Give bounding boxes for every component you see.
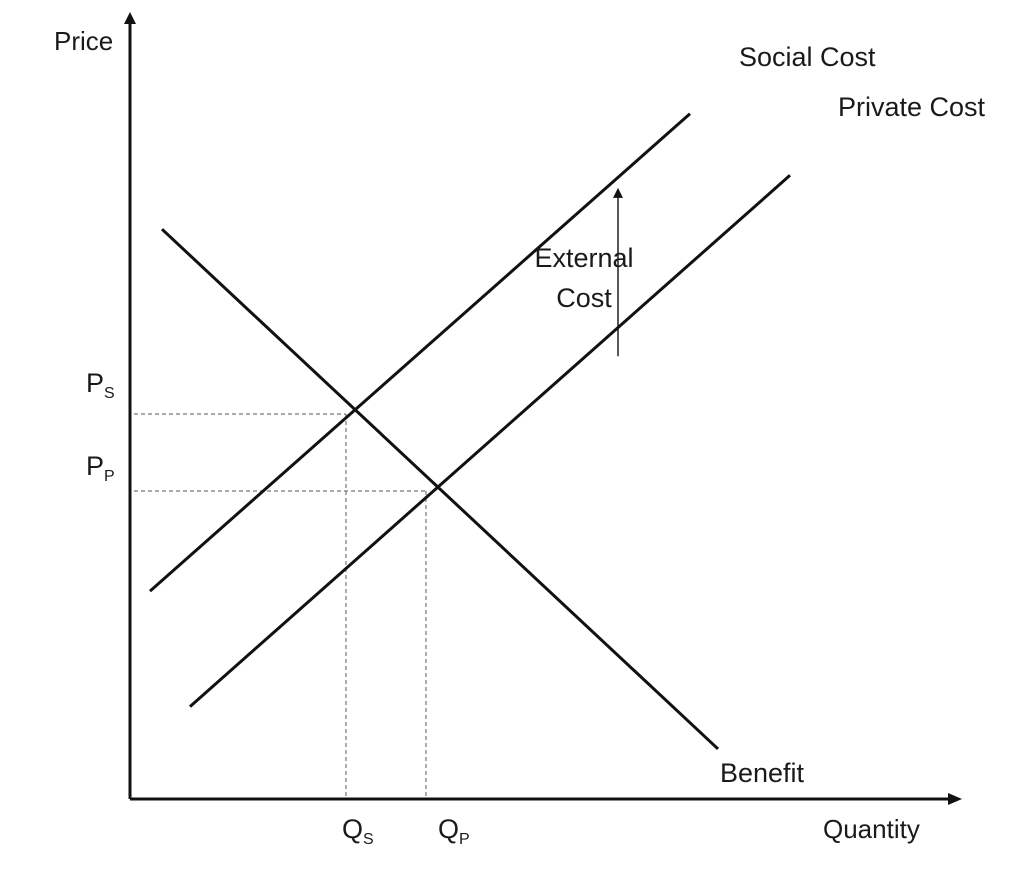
curves — [149, 112, 791, 751]
private-cost-curve — [189, 174, 791, 708]
benefit-label: Benefit — [720, 758, 805, 788]
quantity-tick-social: QS — [342, 814, 374, 848]
benefit-curve — [160, 228, 720, 751]
guide-lines — [134, 413, 427, 797]
social-cost-label: Social Cost — [739, 42, 876, 72]
x-axis-arrow — [948, 793, 962, 805]
price-tick-social: PS — [86, 368, 115, 402]
external-cost-label-line1: External — [534, 243, 633, 273]
private-cost-label: Private Cost — [838, 92, 986, 122]
y-axis-label: Price — [54, 26, 113, 56]
y-axis-arrow — [124, 12, 136, 24]
social-cost-curve — [149, 112, 691, 593]
price-tick-private: PP — [86, 451, 115, 485]
quantity-tick-private: QP — [438, 814, 470, 848]
external-cost-label-line2: Cost — [556, 283, 612, 313]
x-axis-label: Quantity — [823, 814, 920, 844]
